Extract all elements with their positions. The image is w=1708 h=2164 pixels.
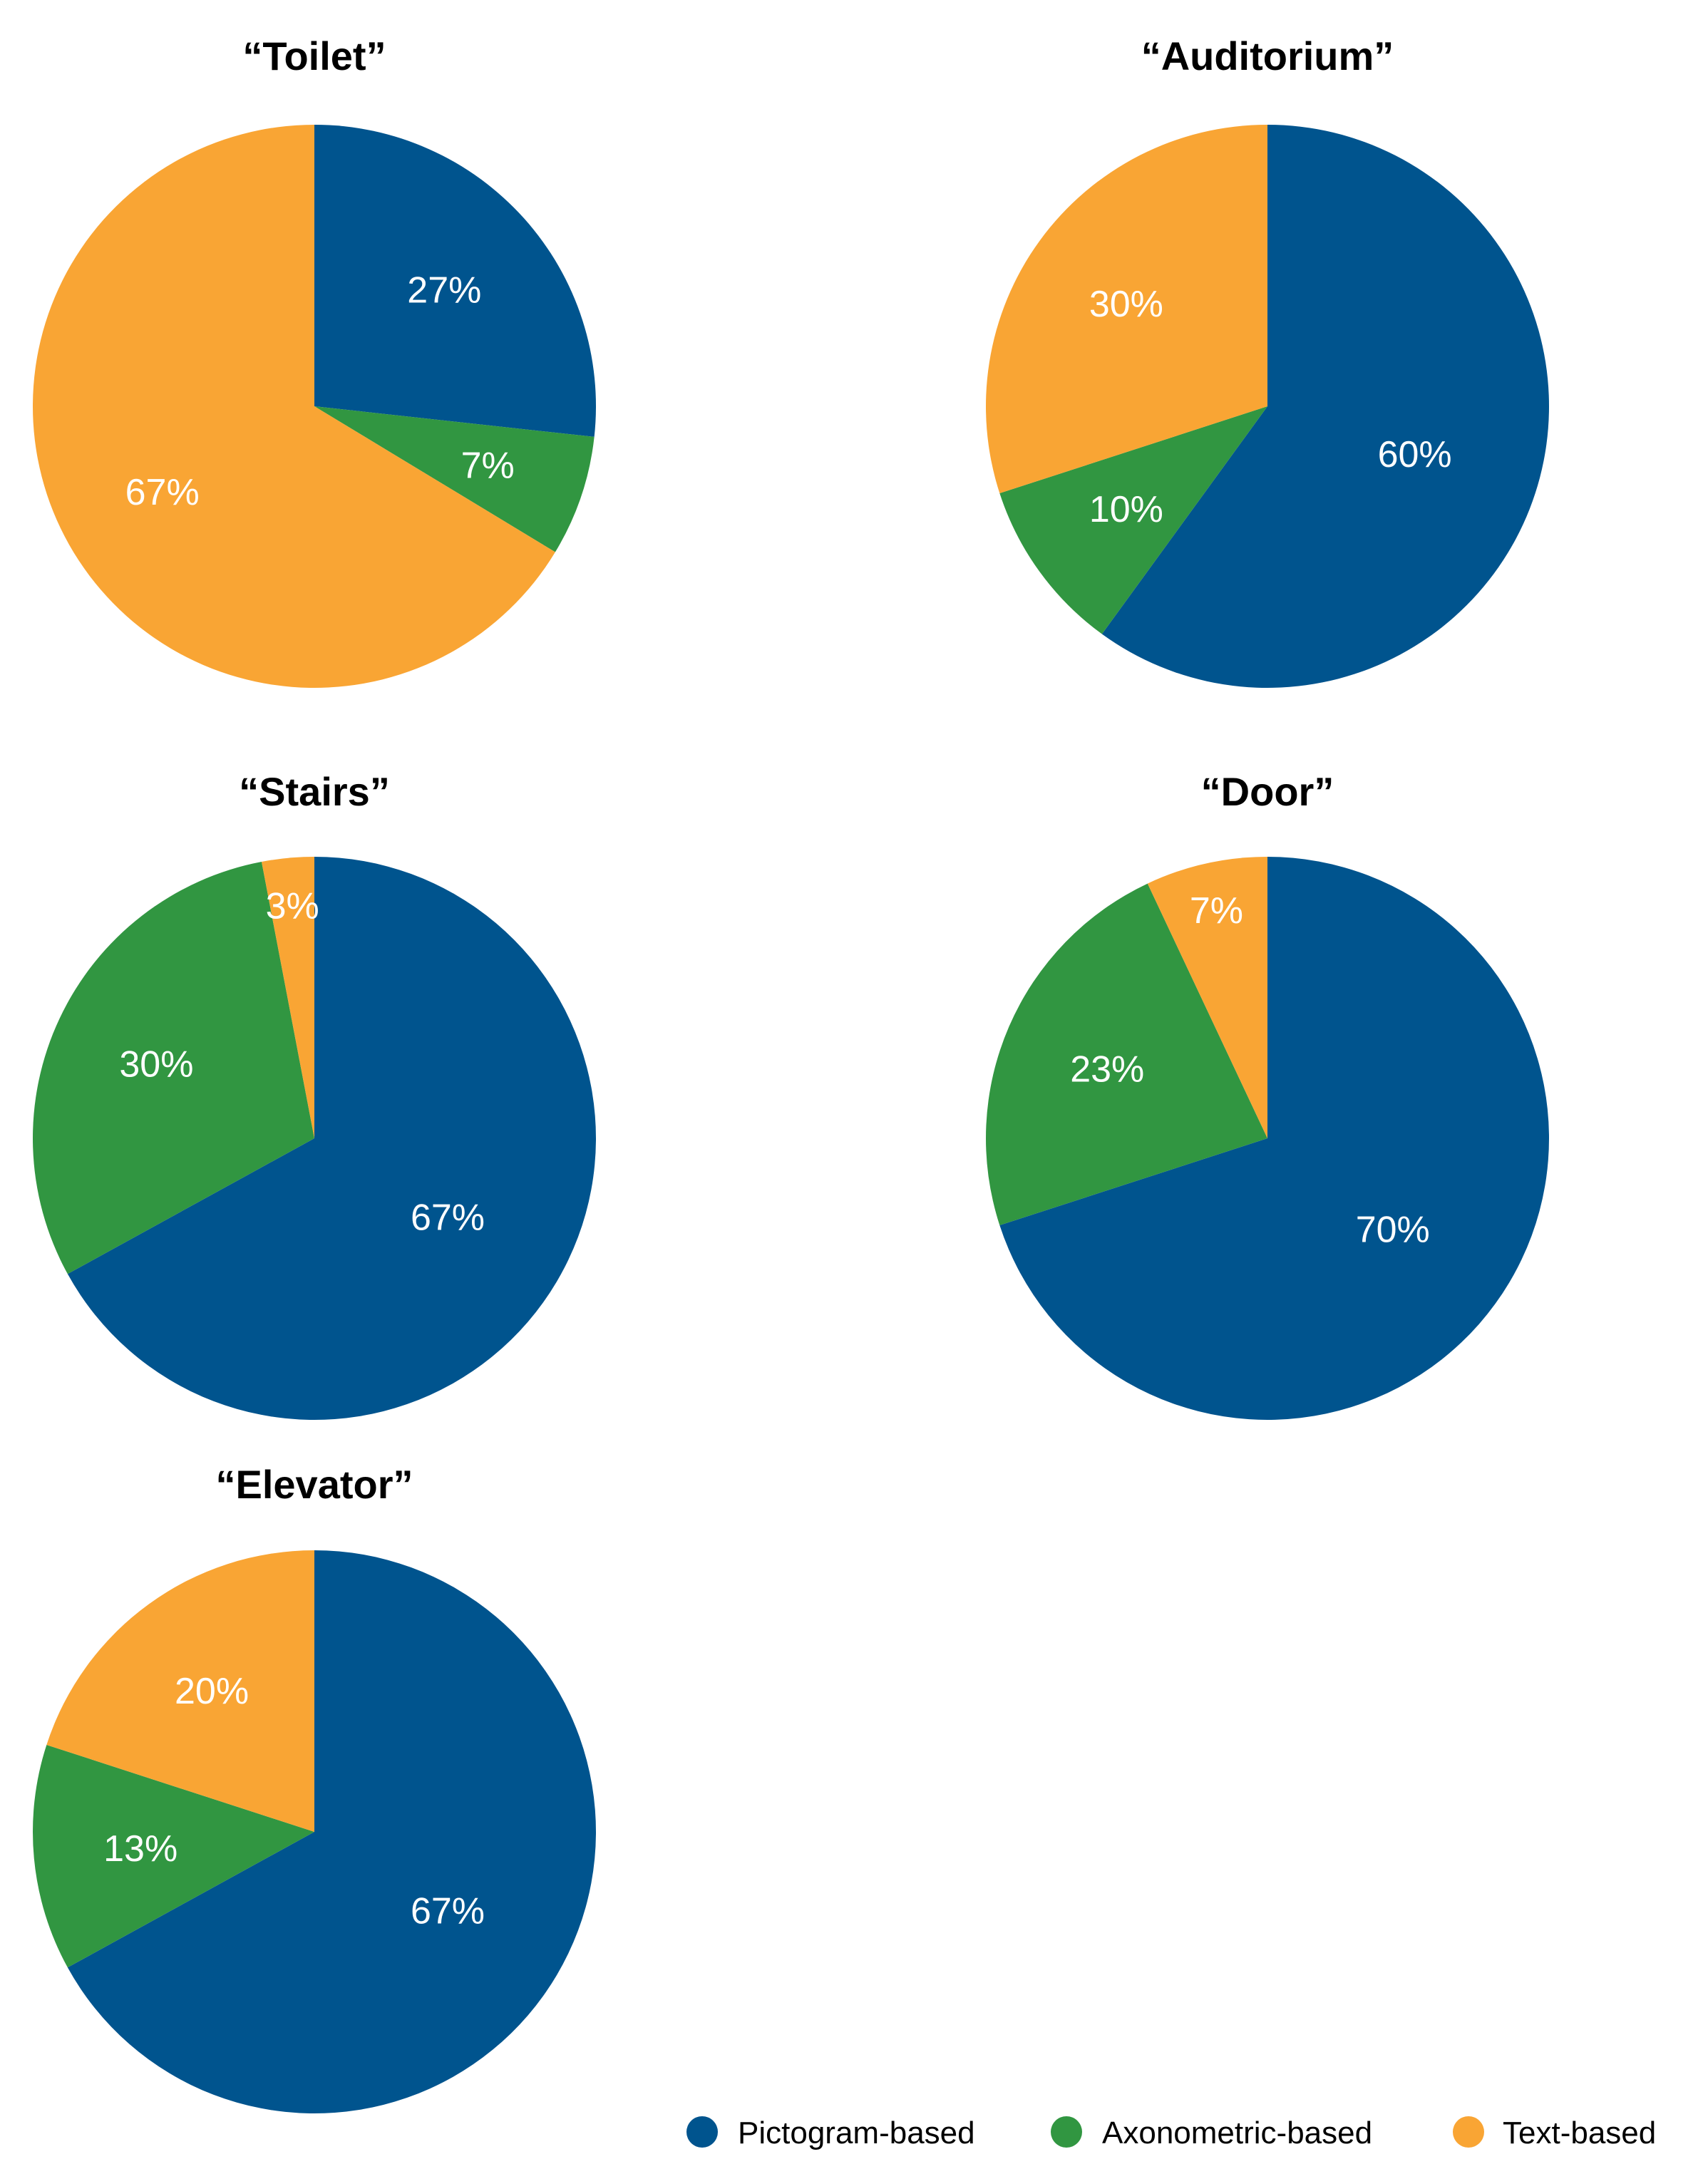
pie-slices-elevator: 67% 13% 20% (32, 1550, 596, 2113)
pie-slice-text-based (1147, 857, 1267, 1138)
pie-chart-auditorium: “Auditorium” 60% 10% 30% (986, 34, 1549, 688)
pie-slice-text-based (986, 125, 1267, 494)
legend-label-text: Text-based (1503, 2116, 1656, 2150)
slice-data-label: 7% (461, 445, 515, 486)
pie-slice-axonometric-based (33, 861, 314, 1274)
pie-slices-auditorium: 60% 10% 30% (986, 125, 1549, 688)
slice-data-label: 67% (411, 1891, 485, 1932)
legend: Pictogram-based Axonometric-based Text-b… (686, 2116, 1656, 2150)
legend-marker-text (1453, 2116, 1484, 2148)
legend-label-axonometric: Axonometric-based (1102, 2116, 1372, 2150)
chart-title-door: “Door” (1201, 769, 1334, 814)
pie-slice-pictogram-based (314, 125, 596, 437)
slice-data-label: 3% (266, 886, 319, 927)
slice-data-label: 20% (175, 1671, 249, 1712)
pie-chart-door: “Door” 70% 23% 7% (986, 769, 1549, 1420)
legend-marker-axonometric (1051, 2116, 1082, 2148)
pie-slice-pictogram-based (1101, 125, 1549, 688)
chart-title-auditorium: “Auditorium” (1141, 34, 1394, 78)
pie-slice-axonometric-based (986, 883, 1267, 1226)
pie-chart-stairs: “Stairs” 67% 30% 3% (33, 769, 596, 1420)
chart-title-stairs: “Stairs” (239, 769, 390, 814)
slice-data-label: 70% (1356, 1210, 1430, 1251)
chart-title-elevator: “Elevator” (216, 1462, 413, 1507)
pie-slice-pictogram-based (999, 857, 1549, 1420)
pie-slices-toilet: 27% 7% 67% (33, 125, 596, 688)
pie-slice-pictogram-based (67, 857, 596, 1420)
legend-label-pictogram: Pictogram-based (738, 2116, 975, 2150)
pie-slice-text-based (46, 1550, 315, 1832)
pie-slices-stairs: 67% 30% 3% (33, 857, 596, 1420)
slice-data-label: 60% (1378, 434, 1452, 475)
legend-marker-pictogram (686, 2116, 718, 2148)
slice-data-label: 13% (103, 1828, 178, 1870)
pie-slice-text-based (33, 125, 555, 688)
slice-data-label: 27% (407, 270, 481, 311)
pie-chart-toilet: “Toilet” 27% 7% 67% (33, 34, 596, 688)
slice-data-label: 67% (125, 472, 200, 513)
slice-data-label: 7% (1190, 890, 1243, 932)
chart-title-toilet: “Toilet” (242, 34, 386, 78)
slice-data-label: 30% (1089, 284, 1163, 325)
pie-slice-axonometric-based (314, 406, 595, 552)
pie-slice-axonometric-based (999, 406, 1267, 634)
pie-slice-text-based (261, 857, 314, 1138)
slice-data-label: 30% (119, 1044, 193, 1086)
pie-slice-axonometric-based (32, 1744, 314, 1968)
pie-slices-door: 70% 23% 7% (986, 857, 1549, 1420)
pie-slice-pictogram-based (67, 1550, 596, 2113)
slice-data-label: 23% (1070, 1049, 1144, 1091)
slice-data-label: 10% (1089, 489, 1163, 530)
slice-data-label: 67% (411, 1197, 485, 1239)
pie-chart-elevator: “Elevator” 67% 13% 20% (32, 1462, 596, 2113)
